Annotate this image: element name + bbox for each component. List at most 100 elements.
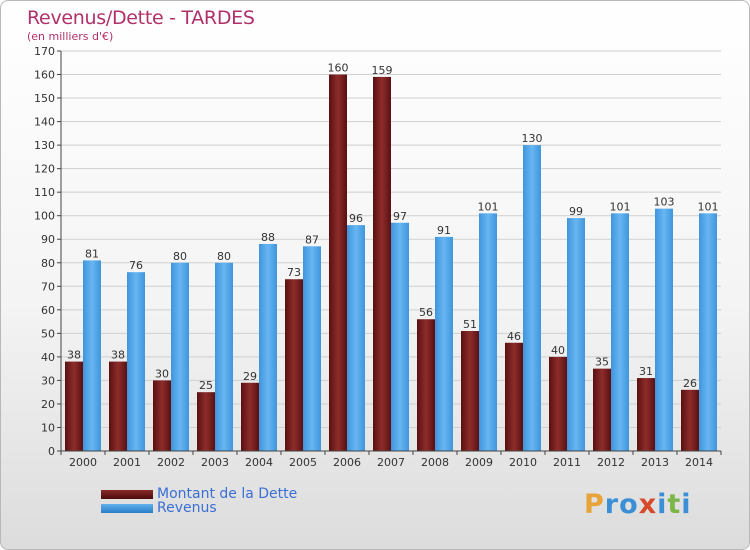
data-label-revenus: 81 — [85, 247, 99, 260]
x-tick-label: 2011 — [553, 456, 581, 469]
proxiti-logo: Proxiti — [584, 489, 692, 520]
y-tick-label: 30 — [41, 374, 55, 387]
y-tick-label: 80 — [41, 257, 55, 270]
data-labels: 38 81 38 76 30 80 25 80 29 88 73 87 160 96 159 97 56 91 51… — [67, 62, 719, 393]
x-tick-label: 2005 — [289, 456, 317, 469]
bar-dette — [241, 382, 259, 451]
bar-revenus — [523, 145, 541, 451]
bar-revenus — [303, 246, 321, 451]
bar-dette — [329, 74, 347, 451]
bar-revenus — [655, 208, 673, 451]
y-tick-label: 160 — [34, 69, 55, 82]
chart-title: Revenus/Dette - TARDES — [27, 7, 255, 29]
bar-dette — [637, 378, 655, 451]
data-label-revenus: 80 — [173, 250, 187, 263]
y-tick-label: 60 — [41, 304, 55, 317]
data-label-revenus: 87 — [305, 233, 319, 246]
bar-revenus — [567, 218, 585, 451]
bar-revenus — [171, 262, 189, 451]
data-label-revenus: 103 — [654, 196, 675, 209]
bar-dette — [505, 342, 523, 451]
data-label-revenus: 88 — [261, 231, 275, 244]
logo-letter: o — [619, 489, 639, 520]
data-label-dette: 38 — [111, 349, 125, 362]
bar-revenus — [83, 260, 101, 451]
legend-swatch-revenus — [101, 504, 153, 513]
data-label-dette: 56 — [419, 306, 433, 319]
y-tick-label: 90 — [41, 233, 55, 246]
logo-letter: x — [638, 489, 658, 520]
bar-dette — [153, 380, 171, 451]
y-tick-label: 10 — [41, 421, 55, 434]
y-tick-label: 20 — [41, 398, 55, 411]
data-label-revenus: 130 — [522, 132, 543, 145]
legend-label-revenus: Revenus — [157, 500, 217, 516]
legend-swatch-dette — [101, 490, 153, 499]
data-label-dette: 31 — [639, 365, 653, 378]
bar-dette — [285, 279, 303, 451]
y-tick-label: 150 — [34, 92, 55, 105]
data-label-revenus: 101 — [610, 200, 631, 213]
data-label-revenus: 97 — [393, 210, 407, 223]
logo-letter: t — [667, 489, 682, 520]
y-tick-label: 170 — [34, 45, 55, 58]
data-label-revenus: 80 — [217, 250, 231, 263]
x-tick-label: 2004 — [245, 456, 273, 469]
bar-dette — [65, 361, 83, 451]
logo-letter: i — [657, 489, 668, 520]
data-label-revenus: 96 — [349, 212, 363, 225]
x-tick-label: 2014 — [685, 456, 713, 469]
bar-dette — [461, 331, 479, 451]
y-tick-label: 50 — [41, 327, 55, 340]
y-tick-label: 110 — [34, 186, 55, 199]
chart-subtitle: (en milliers d'€) — [27, 30, 114, 43]
data-label-revenus: 76 — [129, 259, 143, 272]
data-label-dette: 40 — [551, 344, 565, 357]
data-label-dette: 160 — [328, 62, 349, 75]
data-label-dette: 51 — [463, 318, 477, 331]
y-tick-label: 140 — [34, 116, 55, 129]
bar-revenus — [479, 213, 497, 451]
x-tick-label: 2008 — [421, 456, 449, 469]
bar-revenus — [347, 225, 365, 451]
bar-revenus — [127, 272, 145, 451]
x-tick-label: 2006 — [333, 456, 361, 469]
logo-letter: P — [584, 489, 605, 520]
x-axis-ticks: 2000 2001 2002 2003 2004 2005 2006 2007 2008 2009… — [60, 451, 722, 469]
bar-dette — [373, 76, 391, 451]
bars — [65, 74, 717, 451]
data-label-dette: 159 — [372, 64, 393, 77]
x-tick-label: 2012 — [597, 456, 625, 469]
y-tick-label: 130 — [34, 139, 55, 152]
data-label-revenus: 91 — [437, 224, 451, 237]
x-tick-label: 2002 — [157, 456, 185, 469]
bar-dette — [681, 389, 699, 451]
bar-dette — [549, 356, 567, 451]
data-label-dette: 35 — [595, 356, 609, 369]
data-label-dette: 73 — [287, 266, 301, 279]
y-tick-label: 100 — [34, 210, 55, 223]
x-tick-label: 2001 — [113, 456, 141, 469]
bar-dette — [109, 361, 127, 451]
bar-revenus — [435, 236, 453, 451]
x-tick-label: 2013 — [641, 456, 669, 469]
logo-letter: r — [604, 489, 620, 520]
bar-revenus — [611, 213, 629, 451]
data-label-dette: 46 — [507, 330, 521, 343]
x-tick-label: 2009 — [465, 456, 493, 469]
x-tick-label: 2000 — [69, 456, 97, 469]
data-label-dette: 25 — [199, 379, 213, 392]
y-axis-ticks: 0 10 20 30 40 50 60 70 80 90 100 110 120 130 140 150 160… — [34, 45, 61, 458]
y-tick-label: 70 — [41, 280, 55, 293]
data-label-dette: 26 — [683, 377, 697, 390]
y-tick-label: 40 — [41, 351, 55, 364]
y-tick-label: 0 — [48, 445, 55, 458]
x-tick-label: 2007 — [377, 456, 405, 469]
bar-revenus — [215, 262, 233, 451]
x-tick-label: 2003 — [201, 456, 229, 469]
bar-revenus — [259, 243, 277, 451]
bar-revenus — [391, 222, 409, 451]
data-label-revenus: 101 — [698, 200, 719, 213]
